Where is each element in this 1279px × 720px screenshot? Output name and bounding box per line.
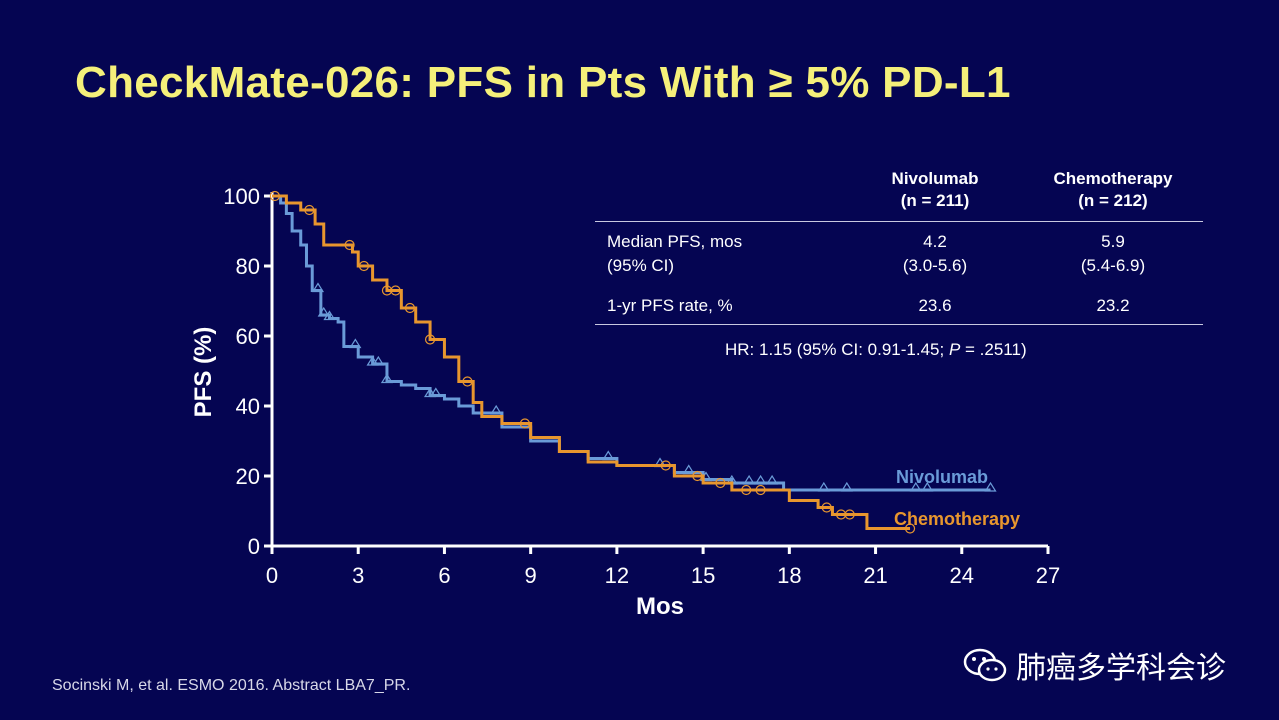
header-chemo-n: (n = 212) — [1078, 191, 1148, 210]
x-tick-label: 27 — [1036, 563, 1060, 588]
row-median-label: Median PFS, mos (95% CI) — [607, 230, 742, 278]
censor-mark-nivolumab — [682, 464, 695, 475]
watermark-text: 肺癌多学科会诊 — [1016, 652, 1226, 685]
censor-mark-nivolumab — [602, 450, 615, 461]
hr-p: P — [948, 340, 961, 359]
x-tick-label: 24 — [950, 563, 974, 588]
hr-text: HR: 1.15 (95% CI: 0.91-1.45; — [725, 340, 949, 359]
x-tick-label: 0 — [266, 563, 278, 588]
censor-mark-nivolumab — [429, 387, 442, 398]
km-curve-chemotherapy — [272, 194, 911, 530]
censor-mark-nivolumab — [984, 481, 997, 492]
censor-mark-chemotherapy — [404, 302, 416, 314]
censor-mark-chemotherapy — [519, 418, 531, 429]
censor-mark-nivolumab — [349, 338, 362, 349]
censor-mark-chemotherapy — [904, 523, 916, 534]
header-nivolumab-n: (n = 211) — [900, 191, 970, 210]
censor-mark-chemotherapy — [269, 190, 280, 202]
y-tick-label: 80 — [236, 254, 260, 279]
censor-mark-chemotherapy — [741, 484, 752, 496]
censor-mark-nivolumab — [311, 282, 325, 293]
header-nivolumab: Nivolumab (n = 211) — [870, 168, 1000, 212]
y-tick-label: 0 — [248, 534, 260, 559]
table-rule-bottom — [595, 324, 1203, 325]
x-tick-label: 3 — [352, 563, 364, 588]
censor-mark-chemotherapy — [304, 204, 315, 216]
label-1yr-pfs: 1-yr PFS rate, % — [607, 296, 733, 315]
y-tick-label: 40 — [236, 394, 260, 419]
censor-mark-nivolumab — [817, 481, 830, 492]
hr-p-value: = .2511) — [960, 340, 1027, 359]
censor-mark-nivolumab — [909, 481, 922, 492]
citation: Socinski M, et al. ESMO 2016. Abstract L… — [52, 677, 411, 694]
censor-mark-nivolumab — [380, 373, 394, 384]
x-tick-label: 9 — [525, 563, 537, 588]
censor-mark-chemotherapy — [358, 260, 370, 272]
censor-mark-chemotherapy — [692, 470, 703, 482]
censor-mark-nivolumab — [921, 481, 934, 492]
nivo-median-value: 4.2 — [923, 232, 947, 251]
x-tick-label: 18 — [777, 563, 801, 588]
header-chemotherapy: Chemotherapy (n = 212) — [1030, 168, 1196, 212]
nivo-median-ci: (3.0-5.6) — [902, 256, 968, 275]
y-tick-label: 100 — [223, 184, 260, 209]
label-median-pfs: Median PFS, mos — [607, 232, 743, 251]
censor-mark-chemotherapy — [424, 334, 436, 345]
censor-mark-nivolumab — [366, 355, 379, 366]
x-tick-label: 21 — [863, 563, 887, 588]
censor-mark-chemotherapy — [844, 509, 855, 520]
censor-mark-nivolumab — [423, 387, 437, 398]
censor-mark-nivolumab — [840, 481, 853, 492]
censor-mark-chemotherapy — [344, 239, 355, 251]
header-chemo-name: Chemotherapy — [1053, 169, 1173, 188]
x-tick-label: 15 — [691, 563, 715, 588]
x-axis-label: Mos — [636, 593, 684, 620]
chemo-median-value: 5.9 — [1101, 232, 1125, 251]
chemo-median: 5.9 (5.4-6.9) — [1030, 230, 1196, 278]
censor-mark-chemotherapy — [755, 484, 766, 496]
censor-mark-chemotherapy — [660, 460, 671, 471]
censor-mark-chemotherapy — [462, 376, 473, 387]
legend-nivolumab: Nivolumab — [896, 467, 988, 487]
header-nivolumab-name: Nivolumab — [891, 169, 979, 188]
x-tick-label: 12 — [605, 563, 629, 588]
y-axis-label: PFS (%) — [190, 327, 217, 418]
table-rule-top — [595, 221, 1203, 222]
slide-title: CheckMate-026: PFS in Pts With ≥ 5% PD-L… — [75, 58, 1011, 107]
wechat-icon — [963, 648, 1007, 682]
legend-chemotherapy: Chemotherapy — [894, 509, 1020, 529]
hazard-ratio: HR: 1.15 (95% CI: 0.91-1.45; P = .2511) — [725, 340, 1027, 360]
censor-mark-chemotherapy — [821, 502, 832, 513]
censor-mark-nivolumab — [743, 474, 756, 485]
censor-mark-nivolumab — [372, 355, 385, 366]
censor-mark-nivolumab — [754, 474, 767, 485]
nivo-median: 4.2 (3.0-5.6) — [870, 230, 1000, 278]
censor-mark-nivolumab — [317, 306, 330, 317]
watermark: 肺癌多学科会诊 — [962, 643, 1226, 687]
chemo-1yr: 23.2 — [1096, 296, 1130, 315]
nivo-1yr: 23.6 — [918, 296, 952, 315]
chemo-median-ci: (5.4-6.9) — [1080, 256, 1146, 275]
label-ci: (95% CI) — [607, 256, 675, 275]
censor-mark-nivolumab — [323, 310, 336, 321]
censor-mark-nivolumab — [490, 404, 503, 415]
y-tick-label: 60 — [236, 324, 260, 349]
x-tick-label: 6 — [438, 563, 450, 588]
censor-mark-chemotherapy — [390, 285, 401, 296]
y-tick-label: 20 — [236, 464, 260, 489]
censor-mark-chemotherapy — [715, 477, 726, 489]
censor-mark-nivolumab — [766, 474, 779, 485]
